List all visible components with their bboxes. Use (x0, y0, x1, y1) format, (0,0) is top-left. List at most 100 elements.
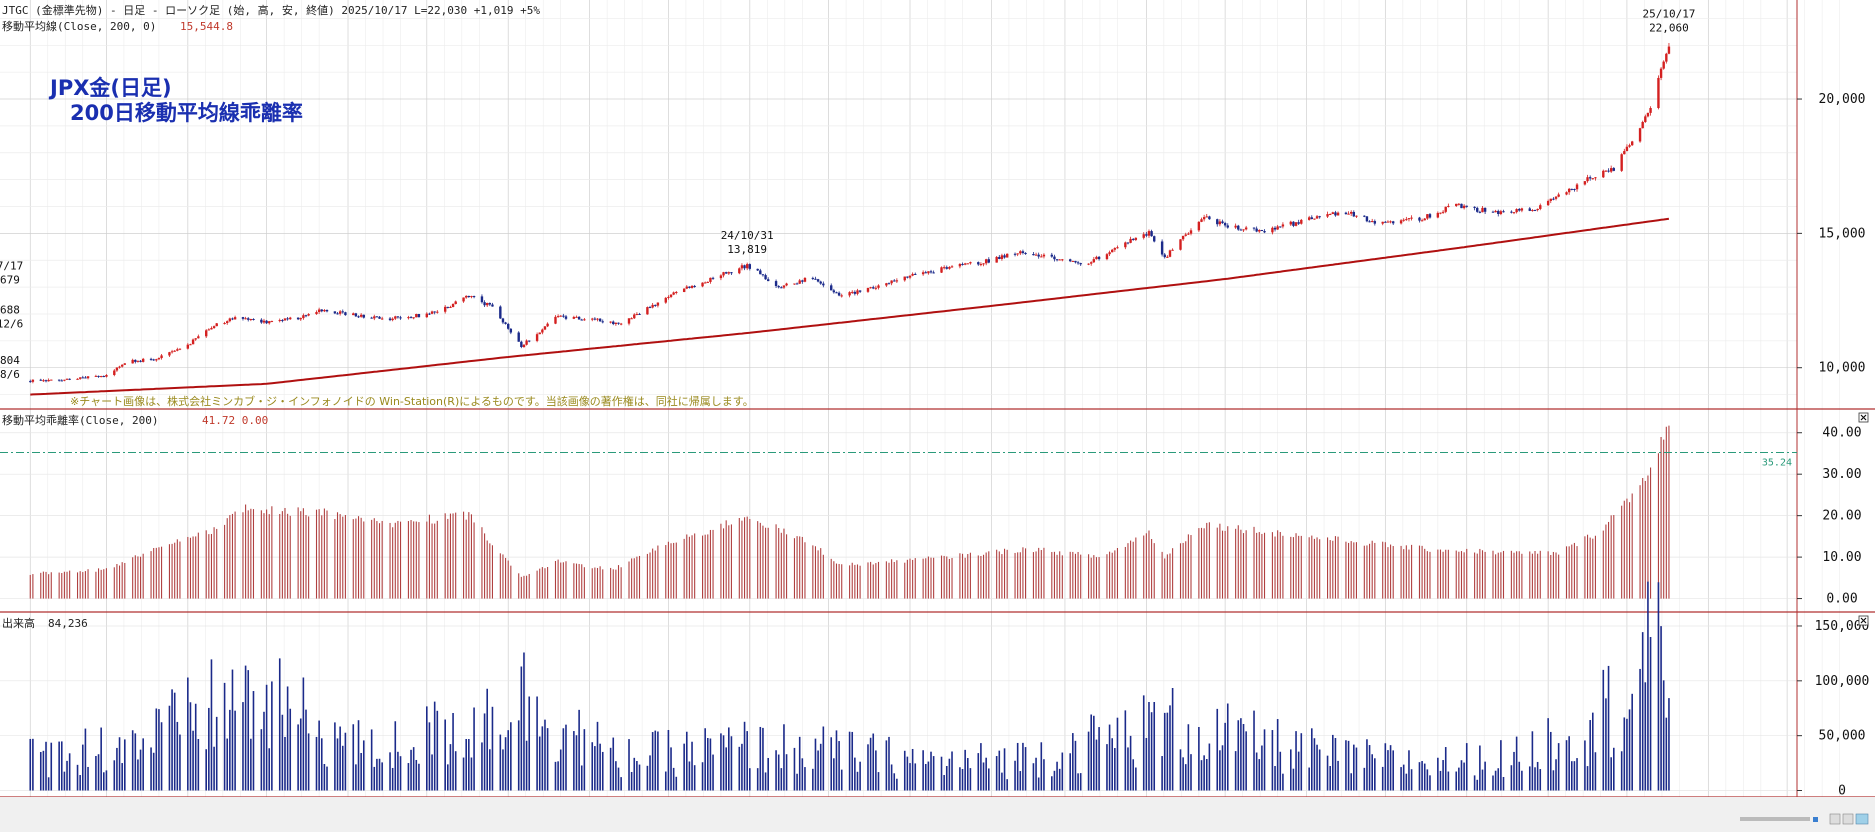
scroll-controls[interactable] (1740, 813, 1869, 825)
candle (848, 291, 851, 298)
y-tick-label: 150,000 (1815, 619, 1870, 634)
candle (1649, 106, 1652, 116)
candle (706, 281, 709, 283)
candle (1019, 250, 1022, 256)
candle (1197, 221, 1201, 232)
y-tick-label: 0 (1838, 784, 1846, 799)
candle (669, 294, 673, 299)
candle (998, 255, 1001, 260)
candle (885, 282, 888, 287)
candle (564, 315, 568, 321)
candle (522, 344, 526, 348)
candle (719, 274, 723, 281)
candle (675, 290, 678, 295)
candle (315, 310, 318, 315)
candle (1410, 215, 1413, 221)
candle (795, 282, 799, 285)
candle (1368, 220, 1371, 223)
candle (483, 300, 486, 308)
candle (929, 269, 933, 274)
scroll-thumb[interactable] (1813, 817, 1818, 822)
candle (120, 364, 124, 368)
candle (1300, 218, 1303, 225)
scroll-track[interactable] (1740, 817, 1810, 821)
candle (963, 262, 967, 266)
candle (866, 287, 870, 293)
candle (1252, 227, 1256, 231)
candle (1168, 249, 1172, 258)
candle (525, 339, 528, 346)
candle (207, 328, 211, 331)
candle (262, 318, 266, 324)
candle (1147, 229, 1151, 238)
deviation-pane-values: 41.72 0.00 (202, 414, 268, 427)
candle (1460, 203, 1463, 209)
annotation-bottom-label: 12,679 (0, 274, 20, 287)
candle (703, 281, 707, 284)
candle (987, 257, 990, 264)
candle (94, 374, 98, 377)
candle (1034, 252, 1038, 256)
candle (244, 316, 247, 320)
candle (102, 375, 105, 378)
candle (1373, 219, 1377, 226)
candle (29, 379, 32, 383)
candle (853, 290, 857, 296)
candle (1418, 216, 1421, 223)
candle (396, 316, 400, 319)
volume-pane-close-button[interactable] (1858, 615, 1869, 626)
candle (1221, 219, 1224, 224)
candle (1607, 168, 1610, 173)
candle (711, 276, 715, 280)
candle (1520, 207, 1524, 213)
candle (1263, 229, 1266, 234)
candle (693, 284, 696, 288)
candle (373, 314, 376, 321)
candle (155, 358, 158, 362)
y-tick-label: 15,000 (1819, 226, 1866, 241)
candle (911, 272, 914, 277)
candle (210, 326, 213, 330)
annotation-top-label: 12,688 (0, 303, 20, 316)
candle (777, 285, 780, 289)
candle (1602, 169, 1605, 179)
candle (1024, 252, 1027, 255)
candle (443, 305, 447, 314)
candle (614, 322, 618, 326)
candle (1150, 229, 1153, 237)
zoom-out-button[interactable] (1829, 813, 1841, 825)
candle (1381, 221, 1384, 226)
candle (1457, 203, 1461, 206)
candle (1315, 215, 1319, 219)
candle (1055, 259, 1059, 262)
candle (1528, 207, 1531, 212)
candle (577, 316, 581, 320)
x-axis-strip (0, 797, 1875, 832)
candle (1281, 222, 1285, 229)
candle (979, 262, 983, 267)
candle (1166, 255, 1169, 259)
deviation-pane-close-button[interactable] (1858, 412, 1869, 423)
candle (1307, 215, 1311, 221)
candle (462, 297, 465, 303)
candle (136, 360, 140, 363)
zoom-in-button[interactable] (1842, 813, 1854, 825)
fit-view-button[interactable] (1855, 813, 1869, 825)
candle (265, 320, 268, 324)
candle (1399, 219, 1403, 225)
candle (1609, 165, 1613, 173)
candle (173, 350, 176, 352)
candle (627, 318, 631, 326)
candle (1124, 241, 1127, 250)
candle (940, 266, 943, 274)
candle (782, 285, 786, 289)
annotation-bottom-label: 24/12/6 (0, 317, 23, 330)
candle (1273, 226, 1277, 232)
candle (1491, 210, 1495, 213)
candle (233, 315, 237, 320)
candle (86, 376, 90, 380)
candle (1641, 120, 1644, 129)
ma-legend-value: 15,544.8 (180, 20, 233, 33)
candle (320, 309, 323, 313)
candle (1058, 259, 1061, 261)
